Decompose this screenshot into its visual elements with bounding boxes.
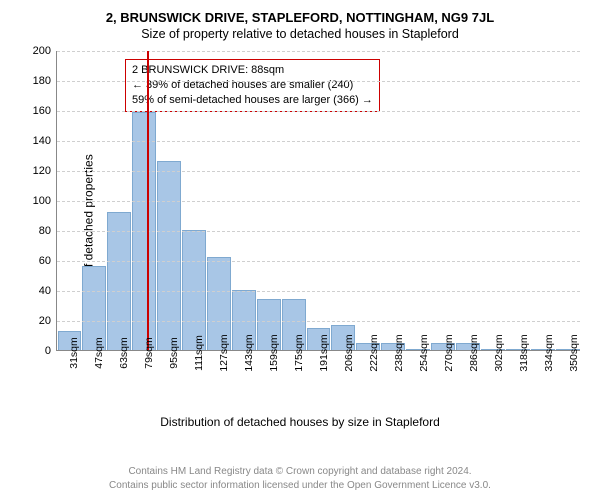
x-tick-label: 238sqm [393,334,405,371]
y-tick-label: 160 [33,105,57,117]
x-tick: 302sqm [480,351,505,417]
x-tick: 159sqm [256,351,281,417]
x-tick: 286sqm [455,351,480,417]
x-tick-label: 127sqm [218,334,230,371]
x-tick: 63sqm [106,351,131,417]
x-tick: 254sqm [405,351,430,417]
gridline [57,231,580,232]
x-tick-label: 191sqm [318,334,330,371]
x-tick-label: 286sqm [468,334,480,371]
gridline [57,201,580,202]
x-tick: 222sqm [355,351,380,417]
x-tick-label: 111sqm [193,335,205,371]
footer-line-2: Contains public sector information licen… [0,479,600,493]
x-tick: 143sqm [231,351,256,417]
y-tick-label: 40 [39,285,57,297]
x-tick-label: 63sqm [118,337,130,369]
x-tick: 318sqm [505,351,530,417]
y-tick-label: 200 [33,45,57,57]
gridline [57,81,580,82]
y-tick-label: 100 [33,195,57,207]
x-tick: 111sqm [181,351,206,417]
gridline [57,141,580,142]
gridline [57,291,580,292]
y-tick-label: 20 [39,315,57,327]
x-tick-label: 254sqm [418,334,430,371]
x-tick: 31sqm [56,351,81,417]
x-tick: 238sqm [380,351,405,417]
x-tick-label: 318sqm [518,334,530,371]
y-tick-label: 180 [33,75,57,87]
x-axis-label: Distribution of detached houses by size … [0,415,600,429]
x-tick-label: 175sqm [293,334,305,371]
x-tick-label: 31sqm [68,337,80,369]
x-tick-label: 95sqm [168,337,180,369]
y-tick-label: 60 [39,255,57,267]
annotation-line: 59% of semi-detached houses are larger (… [132,93,373,108]
x-tick-label: 302sqm [493,334,505,371]
page-title: 2, BRUNSWICK DRIVE, STAPLEFORD, NOTTINGH… [0,0,600,25]
gridline [57,111,580,112]
plot-area: 2 BRUNSWICK DRIVE: 88sqm← 39% of detache… [56,51,580,351]
footer-attribution: Contains HM Land Registry data © Crown c… [0,465,600,492]
y-tick-label: 140 [33,135,57,147]
y-tick-label: 120 [33,165,57,177]
gridline [57,321,580,322]
x-tick-label: 47sqm [93,337,105,369]
gridline [57,51,580,52]
x-tick: 47sqm [81,351,106,417]
chart-container: Number of detached properties 2 BRUNSWIC… [0,47,600,427]
x-tick: 79sqm [131,351,156,417]
footer-line-1: Contains HM Land Registry data © Crown c… [0,465,600,479]
y-tick-label: 80 [39,225,57,237]
x-tick: 191sqm [306,351,331,417]
x-tick: 175sqm [281,351,306,417]
x-tick-label: 334sqm [543,334,555,371]
annotation-line: 2 BRUNSWICK DRIVE: 88sqm [132,63,373,78]
x-tick-label: 222sqm [368,334,380,371]
histogram-bar [107,212,131,350]
x-tick-label: 206sqm [343,334,355,371]
x-tick: 334sqm [530,351,555,417]
x-tick: 206sqm [330,351,355,417]
x-axis-ticks: 31sqm47sqm63sqm79sqm95sqm111sqm127sqm143… [56,351,580,417]
x-tick-label: 143sqm [243,334,255,371]
annotation-box: 2 BRUNSWICK DRIVE: 88sqm← 39% of detache… [125,59,380,112]
x-tick: 350sqm [555,351,580,417]
reference-vline [147,51,149,350]
x-tick-label: 350sqm [568,334,580,371]
x-tick-label: 159sqm [268,334,280,371]
x-tick-label: 79sqm [143,337,155,369]
histogram-bar [182,230,206,350]
chart-subtitle: Size of property relative to detached ho… [0,25,600,47]
gridline [57,261,580,262]
x-tick: 95sqm [156,351,181,417]
x-tick: 127sqm [206,351,231,417]
x-tick: 270sqm [430,351,455,417]
x-tick-label: 270sqm [443,334,455,371]
gridline [57,171,580,172]
